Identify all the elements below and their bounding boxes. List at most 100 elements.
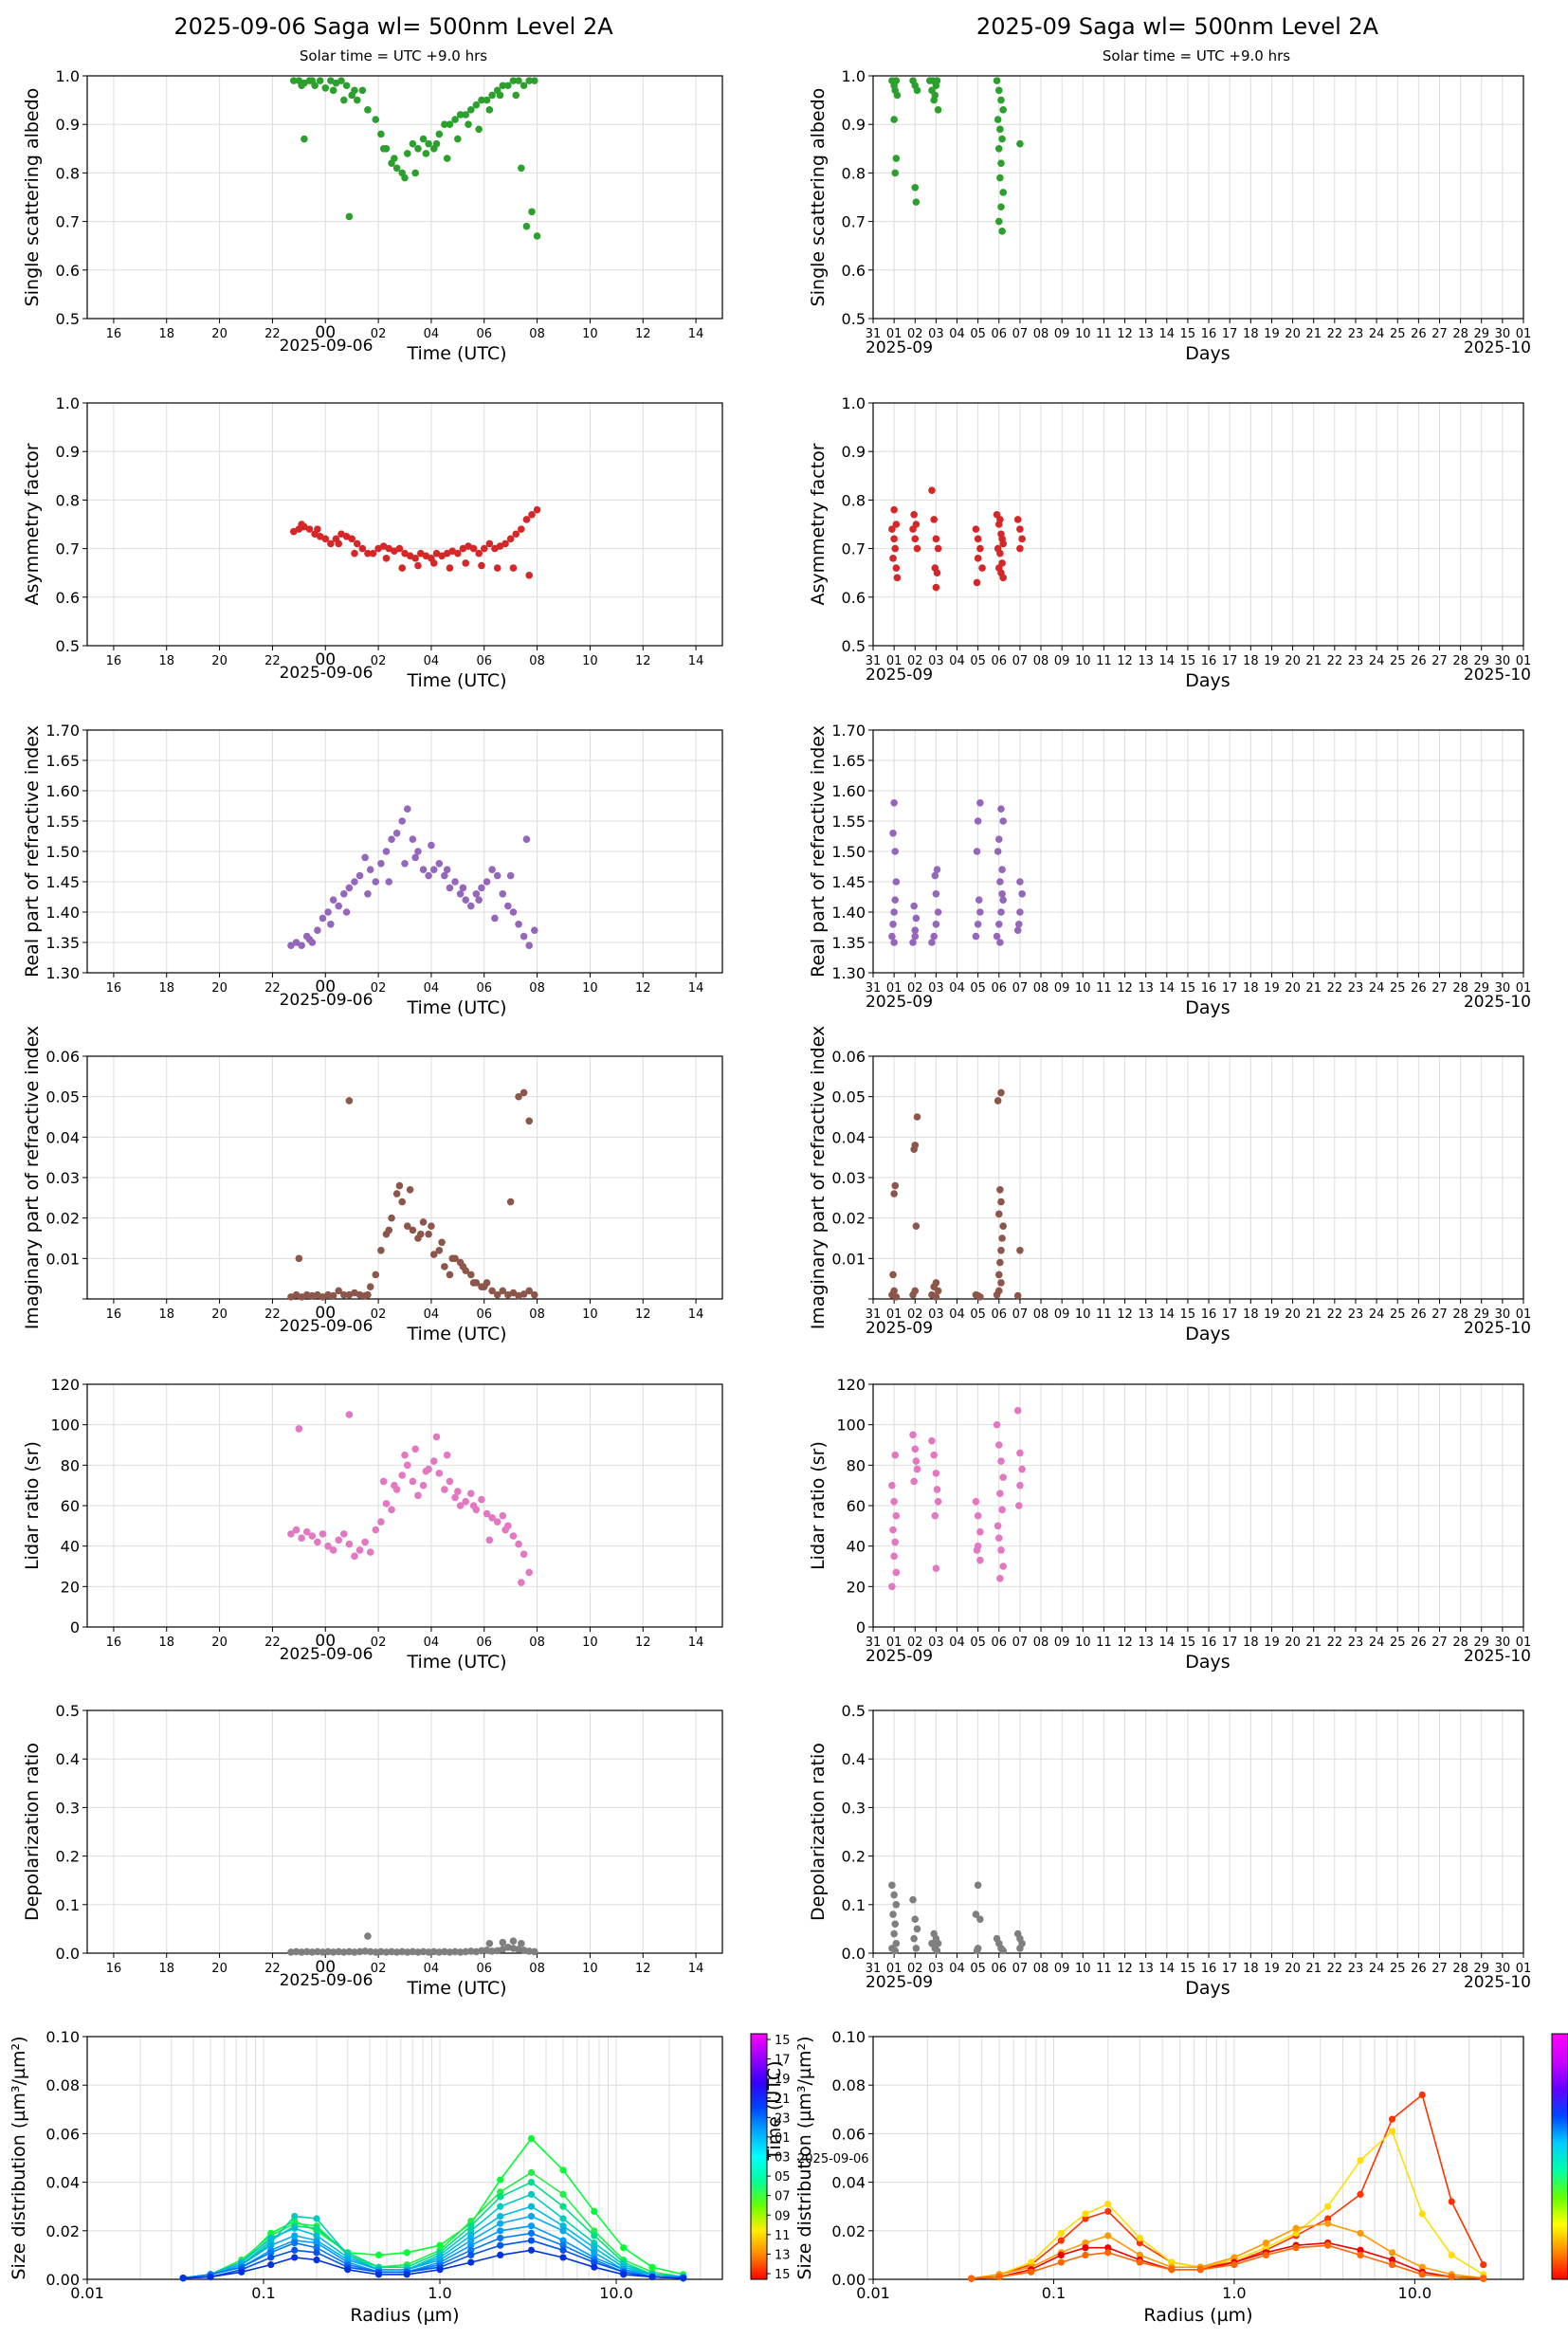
data-point: [308, 1532, 317, 1540]
x-tick-label: 01: [886, 1636, 903, 1650]
x-tick-label: 28: [1452, 1307, 1468, 1322]
data-point: [890, 1287, 898, 1295]
data-point: [996, 549, 1004, 558]
y-tick-label: 1.35: [831, 934, 866, 952]
x-tick-label: 08: [1033, 327, 1049, 341]
x-tick-label: 21: [1305, 1636, 1322, 1650]
data-point: [372, 1271, 380, 1279]
x-tick-label: 03: [928, 981, 944, 996]
y-tick-label: 0: [856, 1618, 866, 1636]
data-point: [976, 799, 984, 807]
x-tick-label: 19: [1264, 981, 1280, 996]
x-axis-label: Days: [1185, 1324, 1230, 1344]
data-point: [1016, 908, 1024, 916]
x-tick-label: 02: [371, 1636, 387, 1650]
series-point: [467, 2217, 475, 2225]
data-point: [435, 130, 444, 138]
data-point: [443, 866, 451, 873]
data-point: [997, 1279, 1005, 1287]
gridlines: [872, 402, 1524, 647]
y-tick-label: 20: [847, 1578, 866, 1596]
data-point: [480, 544, 488, 553]
data-point: [480, 1283, 488, 1290]
data-point: [504, 82, 512, 90]
left-ssa-chart: 0.5 0.6 0.7 0.8 0.9 1.0 16 18 20 22 00 02 04 06 08 10 12…: [22, 67, 723, 364]
series-point: [527, 2179, 536, 2186]
data-point: [356, 1290, 364, 1299]
data-point: [890, 1552, 898, 1561]
x-tick-label: 04: [424, 981, 440, 996]
data-point: [999, 817, 1007, 825]
x-tick-label: 14: [688, 981, 704, 996]
y-tick-label: 0.9: [842, 443, 866, 461]
series-point: [620, 2244, 628, 2252]
data-point: [889, 830, 897, 837]
x-tick-label: 18: [1243, 981, 1259, 996]
data-point: [469, 544, 478, 553]
y-axis-label: Real part of refractive index: [22, 725, 43, 978]
data-point: [891, 169, 900, 177]
series-line: [183, 2193, 684, 2279]
data-point: [488, 91, 496, 100]
series-point: [527, 2237, 536, 2244]
data-point: [409, 139, 417, 148]
data-point: [999, 106, 1007, 114]
x-tick-label: 05: [970, 654, 986, 668]
x-tick-label: 00: [315, 978, 336, 996]
series-point: [1104, 2207, 1112, 2215]
data-point: [472, 101, 481, 109]
data-point: [414, 1948, 422, 1956]
x-tick-label: 00: [315, 1304, 336, 1323]
series-point: [527, 2190, 536, 2198]
y-tick-label: 0.02: [831, 1210, 866, 1228]
date-label: 2025-10: [1464, 993, 1531, 1012]
x-tick-label: 06: [476, 1636, 492, 1650]
series-point: [467, 2227, 475, 2235]
y-axis-label: Asymmetry factor: [808, 443, 829, 605]
x-tick-label: 30: [1495, 981, 1511, 996]
data-points: [289, 505, 541, 579]
date-label: 2025-10: [1464, 1319, 1531, 1338]
x-tick-label: 06: [476, 327, 492, 341]
x-tick-label: 18: [1243, 1962, 1259, 1976]
x-tick-label: 06: [476, 1307, 492, 1322]
series-point: [559, 2215, 567, 2222]
data-point: [432, 1433, 441, 1441]
data-point: [994, 1441, 1003, 1449]
data-point: [319, 914, 327, 923]
data-point: [339, 96, 348, 104]
right-solar-time-note: Solar time = UTC +9.0 hrs: [1103, 47, 1290, 64]
x-tick-label: 17: [1222, 1962, 1238, 1976]
data-point: [339, 1290, 348, 1299]
data-point: [525, 941, 534, 949]
x-tick-label: 31: [866, 1636, 882, 1650]
x-tick-label: 01: [1516, 654, 1532, 668]
series-point: [497, 2176, 504, 2184]
data-point: [451, 878, 459, 886]
data-point: [890, 505, 898, 514]
data-point: [401, 174, 409, 182]
data-point: [356, 871, 364, 880]
x-tick-label: 28: [1452, 1962, 1468, 1976]
data-point: [475, 549, 483, 558]
x-tick-label: 28: [1452, 981, 1468, 996]
data-point: [377, 1947, 385, 1956]
data-point: [972, 1910, 980, 1918]
x-tick-label: 05: [970, 1636, 986, 1650]
series-point: [648, 2263, 656, 2271]
y-tick-label: 0.2: [842, 1848, 866, 1866]
series-line: [183, 2171, 684, 2279]
x-tick-label: 16: [1201, 1962, 1217, 1976]
data-point: [496, 91, 504, 100]
x-tick-label: 05: [970, 327, 986, 341]
data-point: [409, 835, 417, 843]
size-distribution-lines: [968, 2091, 1487, 2282]
x-tick-label: 00: [315, 323, 336, 342]
data-point: [329, 1546, 337, 1554]
data-point: [892, 1901, 901, 1909]
data-point: [351, 86, 358, 95]
x-tick-label: 30: [1495, 1636, 1511, 1650]
data-point: [428, 841, 435, 850]
series-point: [179, 2275, 187, 2282]
x-tick-label: 24: [1369, 1307, 1385, 1322]
